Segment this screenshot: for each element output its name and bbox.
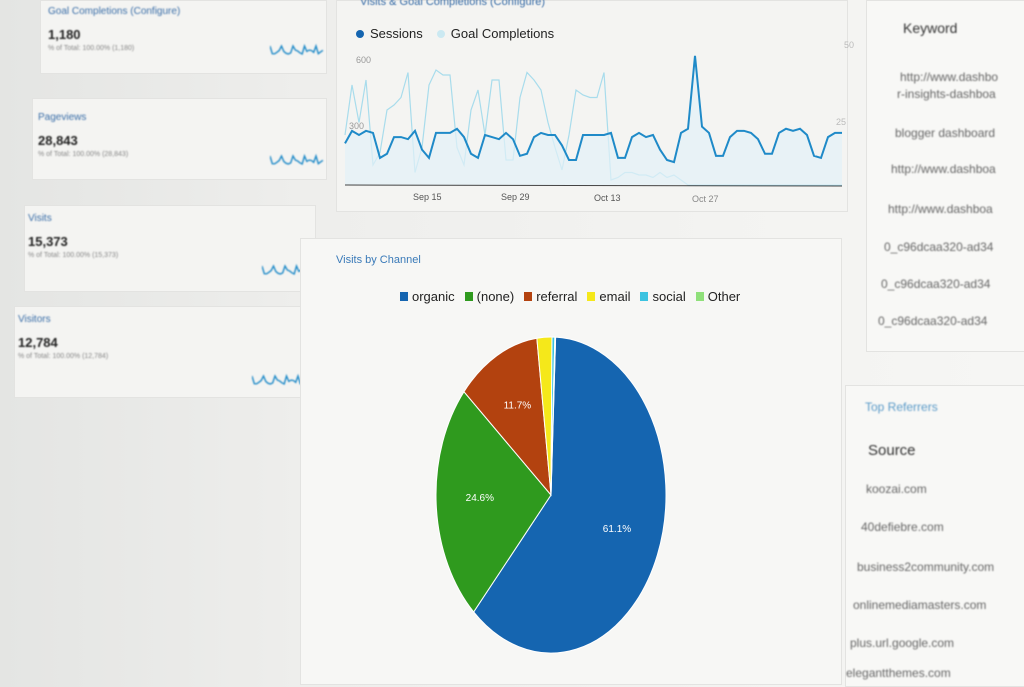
- legend-swatch: [400, 292, 408, 301]
- pie-slice-other[interactable]: [550, 336, 557, 496]
- legend-swatch: [587, 292, 596, 301]
- y-tick-50: 50: [844, 40, 855, 50]
- kpi-value: 1,180: [48, 27, 81, 42]
- legend-item[interactable]: organic: [400, 289, 455, 304]
- referrer-item[interactable]: business2community.com: [857, 560, 995, 574]
- kpi-title[interactable]: Pageviews: [38, 112, 87, 123]
- pie-data-label: 11.7%: [504, 401, 532, 412]
- legend-item[interactable]: social: [640, 289, 686, 304]
- pie-slice-organic[interactable]: [473, 336, 667, 654]
- x-tick: Sep 29: [501, 192, 530, 202]
- y-tick-25: 25: [836, 117, 847, 127]
- legend-swatch: [640, 292, 649, 301]
- sparkline: [270, 153, 324, 165]
- pie-slice-none[interactable]: [435, 390, 552, 613]
- legend-item[interactable]: Other: [695, 289, 740, 304]
- kpi-title[interactable]: Visitors: [18, 314, 51, 325]
- x-tick: Sep 15: [413, 192, 442, 202]
- line-legend: Sessions Goal Completions: [356, 26, 554, 41]
- legend-item[interactable]: (none): [464, 289, 514, 304]
- x-tick: Oct 13: [594, 193, 621, 203]
- legend-item[interactable]: email: [587, 289, 630, 304]
- sessions-line: [344, 55, 842, 164]
- referrer-item[interactable]: elegantthemes.com: [846, 666, 951, 680]
- sparkline: [252, 373, 306, 385]
- legend-swatch: [524, 292, 533, 301]
- keyword-item[interactable]: http://www.dashbo: [900, 70, 999, 84]
- source-header: Source: [868, 442, 916, 459]
- x-tick: Oct 27: [692, 194, 719, 204]
- pie-title: Visits by Channel: [336, 254, 421, 266]
- kpi-card[interactable]: Visitors 12,784 % of Total: 100.00% (12,78…: [18, 314, 306, 385]
- keyword-item[interactable]: 0_c96dcaa320-ad34: [878, 314, 988, 328]
- kpi-subtext: % of Total: 100.00% (1,180): [48, 45, 135, 52]
- kpi-subtext: % of Total: 100.00% (28,843): [38, 151, 129, 158]
- legend-swatch: [695, 292, 704, 301]
- kpi-subtext: % of Total: 100.00% (15,373): [28, 252, 119, 259]
- kpi-title[interactable]: Goal Completions (Configure): [48, 6, 181, 17]
- keyword-header: Keyword: [903, 20, 958, 36]
- keyword-item[interactable]: 0_c96dcaa320-ad34: [884, 240, 994, 254]
- y-tick-300: 300: [349, 121, 365, 131]
- y-tick-600: 600: [356, 55, 372, 65]
- keyword-item[interactable]: blogger dashboard: [895, 126, 996, 140]
- kpi-title[interactable]: Visits: [28, 213, 52, 224]
- legend-sessions[interactable]: Sessions: [356, 26, 423, 41]
- pie-data-label: 24.6%: [466, 493, 494, 504]
- line-chart-title: Visits & Goal Completions (Configure): [360, 0, 546, 8]
- sparkline: [270, 43, 324, 55]
- referrer-item[interactable]: onlinemediamasters.com: [853, 598, 987, 612]
- kpi-card[interactable]: Pageviews 28,843 % of Total: 100.00% (28,8…: [38, 112, 324, 165]
- legend-item[interactable]: referral: [524, 289, 577, 304]
- sessions-area: [345, 55, 842, 186]
- kpi-subtext: % of Total: 100.00% (12,784): [18, 353, 109, 360]
- pie-legend: organic (none) referral email social Other: [400, 289, 740, 304]
- kpi-value: 15,373: [28, 234, 68, 249]
- referrer-item[interactable]: koozai.com: [866, 482, 927, 496]
- keyword-item[interactable]: 0_c96dcaa320-ad34: [881, 277, 991, 291]
- referrer-item[interactable]: plus.url.google.com: [850, 636, 955, 650]
- keyword-item[interactable]: r-insights-dashboa: [897, 87, 996, 101]
- legend-swatch: [464, 292, 473, 301]
- keyword-item[interactable]: http://www.dashboa: [888, 202, 993, 216]
- referrer-item[interactable]: 40defiebre.com: [861, 520, 944, 534]
- referrers-title: Top Referrers: [865, 400, 938, 414]
- referrers-card: [845, 385, 1024, 687]
- pie-data-label: 61.1%: [603, 524, 631, 535]
- kpi-value: 28,843: [38, 133, 78, 148]
- keyword-item[interactable]: http://www.dashboa: [891, 162, 996, 176]
- pie-slice-referral[interactable]: [463, 337, 552, 497]
- legend-goal-completions[interactable]: Goal Completions: [436, 26, 554, 41]
- x-axis: [344, 184, 843, 187]
- kpi-value: 12,784: [18, 335, 58, 350]
- keyword-card: [866, 0, 1024, 352]
- kpi-card[interactable]: Goal Completions (Configure) 1,180 % of To…: [48, 6, 328, 55]
